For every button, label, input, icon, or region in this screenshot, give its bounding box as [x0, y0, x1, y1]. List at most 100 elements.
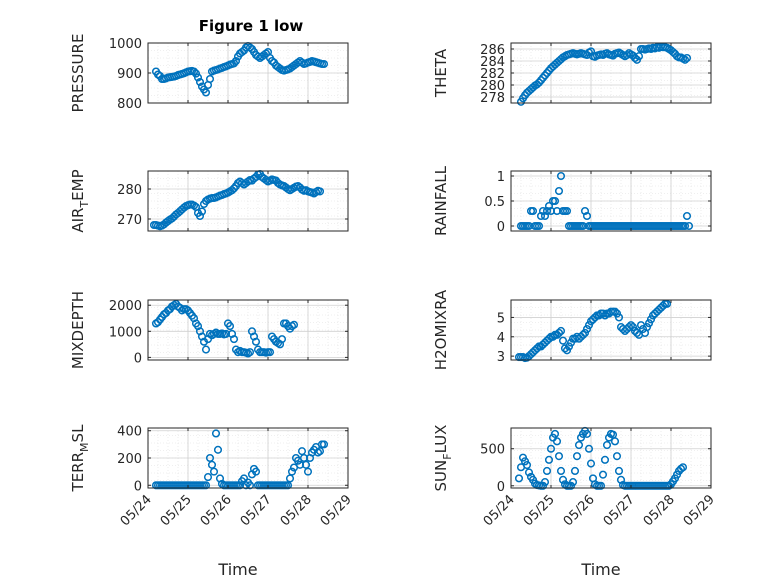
y-tick-label: 282: [480, 67, 505, 82]
data-point: [590, 313, 600, 322]
y-tick-label: 0: [134, 351, 142, 366]
data-point: [586, 459, 596, 468]
data-point: [600, 311, 610, 320]
data-point: [602, 440, 612, 450]
data-point: [684, 221, 694, 231]
data-point: [540, 478, 550, 487]
data-point: [596, 481, 606, 490]
data-point: [582, 429, 592, 438]
data-point: [586, 47, 596, 56]
data-point: [680, 221, 690, 231]
data-point: [564, 342, 574, 351]
data-point: [556, 171, 566, 181]
data-point: [319, 440, 329, 449]
data-point: [189, 201, 199, 210]
data-point: [303, 467, 313, 476]
data-point: [554, 186, 564, 196]
data-point: [538, 206, 548, 216]
data-point: [612, 452, 622, 461]
y-tick-label: 278: [480, 91, 505, 106]
x-tick-label: 05/24: [118, 492, 155, 529]
data-point: [628, 323, 638, 332]
data-point: [225, 322, 235, 331]
data-point: [584, 444, 594, 453]
data-point: [205, 74, 215, 84]
data-point: [203, 473, 213, 482]
data-point: [267, 56, 277, 66]
subplot-8: 0 500 05/24 05/25 05/26 05/27 05/28 05/29 Time SU…: [432, 425, 718, 579]
x-tick-label: 05/29: [318, 492, 355, 529]
data-point: [201, 345, 211, 354]
y-axis-label: AIRTEMP: [69, 169, 91, 232]
data-point: [644, 319, 654, 328]
data-point: [532, 80, 542, 89]
data-point: [189, 67, 199, 76]
data-point: [662, 299, 672, 308]
data-point: [231, 56, 241, 66]
y-tick-label: 4: [497, 331, 505, 346]
y-axis-label: THETA: [432, 48, 450, 98]
data-point: [201, 481, 211, 490]
y-axis-label: TERRMSL: [69, 424, 91, 493]
y-axis-label: MIXDEPTH: [69, 291, 87, 369]
y-tick-label: 286: [480, 43, 505, 58]
subplot-4: 0 0.5 1 RAINFALL: [432, 165, 712, 236]
data-point: [598, 470, 608, 479]
data-point: [610, 437, 620, 446]
x-tick-label: 05/24: [481, 492, 518, 529]
data-point: [562, 346, 572, 355]
y-axis-label: RAINFALL: [432, 165, 450, 236]
data-point: [614, 313, 624, 322]
data-point: [195, 211, 205, 221]
y-axis-label: SUNFLUX: [432, 425, 454, 492]
x-axis-label: Time: [217, 560, 257, 579]
data-point: [554, 452, 564, 461]
data-point: [191, 69, 201, 78]
data-point: [626, 321, 636, 330]
data-point: [562, 206, 572, 216]
data-point: [536, 211, 546, 221]
subplot-1: 800 900 1000 PRESSURE: [69, 34, 349, 112]
data-point: [632, 328, 642, 337]
x-axis-label: Time: [580, 560, 620, 579]
y-tick-label: 5: [497, 311, 505, 326]
y-tick-label: 400: [117, 425, 142, 440]
y-tick-label: 280: [480, 79, 505, 94]
data-point: [572, 452, 582, 461]
data-point: [227, 186, 237, 195]
x-tick-label: 05/26: [198, 492, 235, 529]
x-tick-label: 05/25: [521, 492, 558, 529]
data-point: [534, 221, 544, 231]
data-point: [682, 53, 692, 63]
data-point: [560, 344, 570, 353]
axes-frame: [510, 299, 712, 361]
x-tick-label: 05/28: [278, 492, 315, 529]
y-tick-label: 500: [480, 443, 505, 458]
y-tick-label: 2000: [109, 299, 142, 314]
x-tick-label: 05/28: [641, 492, 678, 529]
data-point: [568, 478, 578, 487]
subplot-7: 0 200 400 05/24 05/25 05/26 05/27 05/28 05/29 Tim…: [69, 424, 355, 579]
data-point: [540, 211, 550, 221]
data-point: [658, 301, 668, 310]
data-point: [237, 47, 247, 57]
data-point: [289, 320, 299, 329]
data-point: [319, 59, 329, 69]
data-point: [624, 323, 634, 332]
data-point: [229, 335, 239, 344]
x-tick-label: 05/27: [601, 492, 638, 529]
data-point: [153, 70, 163, 79]
data-point: [211, 429, 221, 438]
data-point: [251, 337, 261, 346]
data-point: [612, 309, 622, 318]
data-point: [514, 474, 524, 483]
data-point: [558, 336, 568, 345]
data-point: [556, 466, 566, 476]
y-tick-label: 1: [497, 170, 505, 185]
y-tick-label: 284: [480, 55, 505, 70]
data-point: [600, 455, 610, 464]
subplot-5: 0 1000 2000 MIXDEPTH: [69, 291, 349, 369]
data-point: [201, 88, 211, 97]
data-point: [544, 201, 554, 211]
